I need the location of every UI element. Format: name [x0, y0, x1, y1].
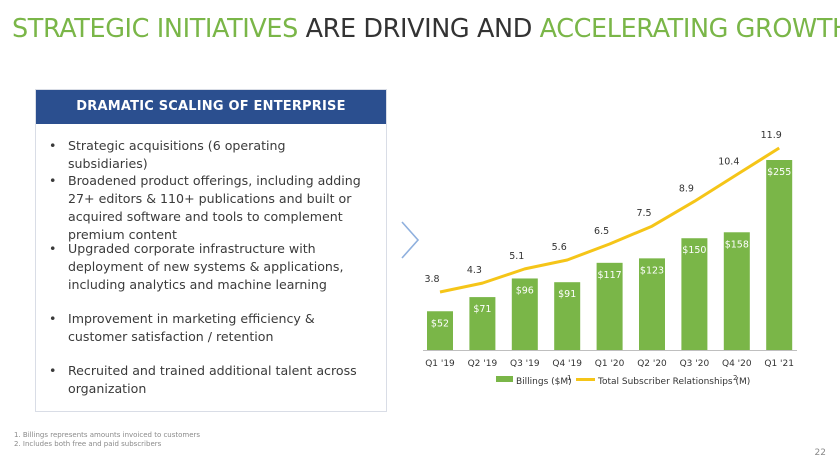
bar-value-label: $150 [682, 245, 706, 256]
bar-value-label: $52 [431, 318, 449, 329]
line-value-label: 3.8 [424, 274, 439, 285]
footnote-2: 2. Includes both free and paid subscribe… [14, 440, 162, 448]
bullet-dot-icon: • [49, 138, 57, 153]
legend-label-billings: Billings ($M) [516, 377, 572, 387]
bullet-text: Upgraded corporate infrastructure with d… [68, 241, 344, 292]
line-value-label: 10.4 [718, 157, 739, 168]
x-tick-label: Q4 '20 [722, 359, 752, 369]
legend-sup-2: 2 [733, 374, 737, 382]
line-value-label: 5.1 [509, 251, 524, 262]
chevron-right-icon [401, 221, 420, 259]
page-title: STRATEGIC INITIATIVES ARE DRIVING AND AC… [12, 14, 840, 44]
bar-billings [766, 160, 793, 350]
x-tick-label: Q1 '21 [764, 359, 794, 369]
bullet-text: Broadened product offerings, including a… [68, 173, 361, 242]
bar-billings [681, 238, 708, 350]
bullet-text: Strategic acquisitions (6 operating subs… [68, 138, 286, 171]
bar-value-label: $71 [473, 304, 491, 315]
bullet-item: • Recruited and trained additional talent… [49, 362, 369, 398]
bar-billings [511, 278, 538, 350]
bar-value-label: $123 [640, 265, 664, 276]
bullet-dot-icon: • [49, 311, 57, 326]
bar-billings [723, 232, 750, 350]
bar-billings [427, 311, 453, 350]
x-tick-label: Q1 '19 [425, 359, 455, 369]
panel-title: DRAMATIC SCALING OF ENTERPRISE [36, 90, 386, 124]
bar-value-label: $91 [558, 289, 576, 300]
footnote-1: 1. Billings represents amounts invoiced … [14, 431, 201, 439]
line-value-label: 8.9 [679, 183, 694, 194]
legend-label-subscribers: Total Subscriber Relationships (M) [597, 377, 750, 387]
x-tick-label: Q2 '19 [468, 359, 498, 369]
line-value-label: 6.5 [594, 226, 609, 237]
bar-value-label: $117 [598, 270, 622, 281]
x-tick-label: Q3 '19 [510, 359, 540, 369]
legend-swatch-billings [496, 376, 513, 382]
bullet-dot-icon: • [49, 173, 57, 188]
bullet-dot-icon: • [49, 241, 57, 256]
line-value-label: 4.3 [467, 265, 482, 276]
bullet-dot-icon: • [49, 363, 57, 378]
bullet-item: • Improvement in marketing efficiency & c… [49, 310, 369, 346]
page-number: 22 [814, 448, 826, 458]
bar-billings [554, 282, 581, 350]
title-part-1: STRATEGIC INITIATIVES [12, 14, 298, 44]
bullet-item: • Upgraded corporate infrastructure with … [49, 240, 369, 294]
bar-value-label: $158 [725, 239, 749, 250]
x-tick-label: Q3 '20 [680, 359, 710, 369]
legend-sup-1: 1 [567, 374, 571, 382]
bar-billings [639, 258, 665, 350]
bullet-text: Improvement in marketing efficiency & cu… [68, 311, 315, 344]
bar-value-label: $96 [516, 285, 534, 296]
x-tick-label: Q2 '20 [637, 359, 667, 369]
title-part-3: ACCELERATING GROWTH [539, 14, 840, 44]
line-value-label: 11.9 [761, 130, 782, 141]
bar-value-label: $255 [767, 167, 791, 178]
line-value-label: 5.6 [552, 242, 567, 253]
x-tick-label: Q1 '20 [595, 359, 625, 369]
bullet-item: • Broadened product offerings, including … [49, 172, 369, 244]
bar-billings [596, 262, 623, 350]
line-value-label: 7.5 [636, 208, 651, 219]
bar-billings [469, 297, 496, 350]
enterprise-panel: DRAMATIC SCALING OF ENTERPRISE [35, 89, 387, 412]
title-part-2: ARE DRIVING AND [297, 14, 540, 44]
bullet-text: Recruited and trained additional talent … [68, 363, 357, 396]
line-subscribers [439, 146, 780, 294]
bullet-item: • Strategic acquisitions (6 operating sub… [49, 137, 369, 173]
x-tick-label: Q4 '19 [552, 359, 582, 369]
